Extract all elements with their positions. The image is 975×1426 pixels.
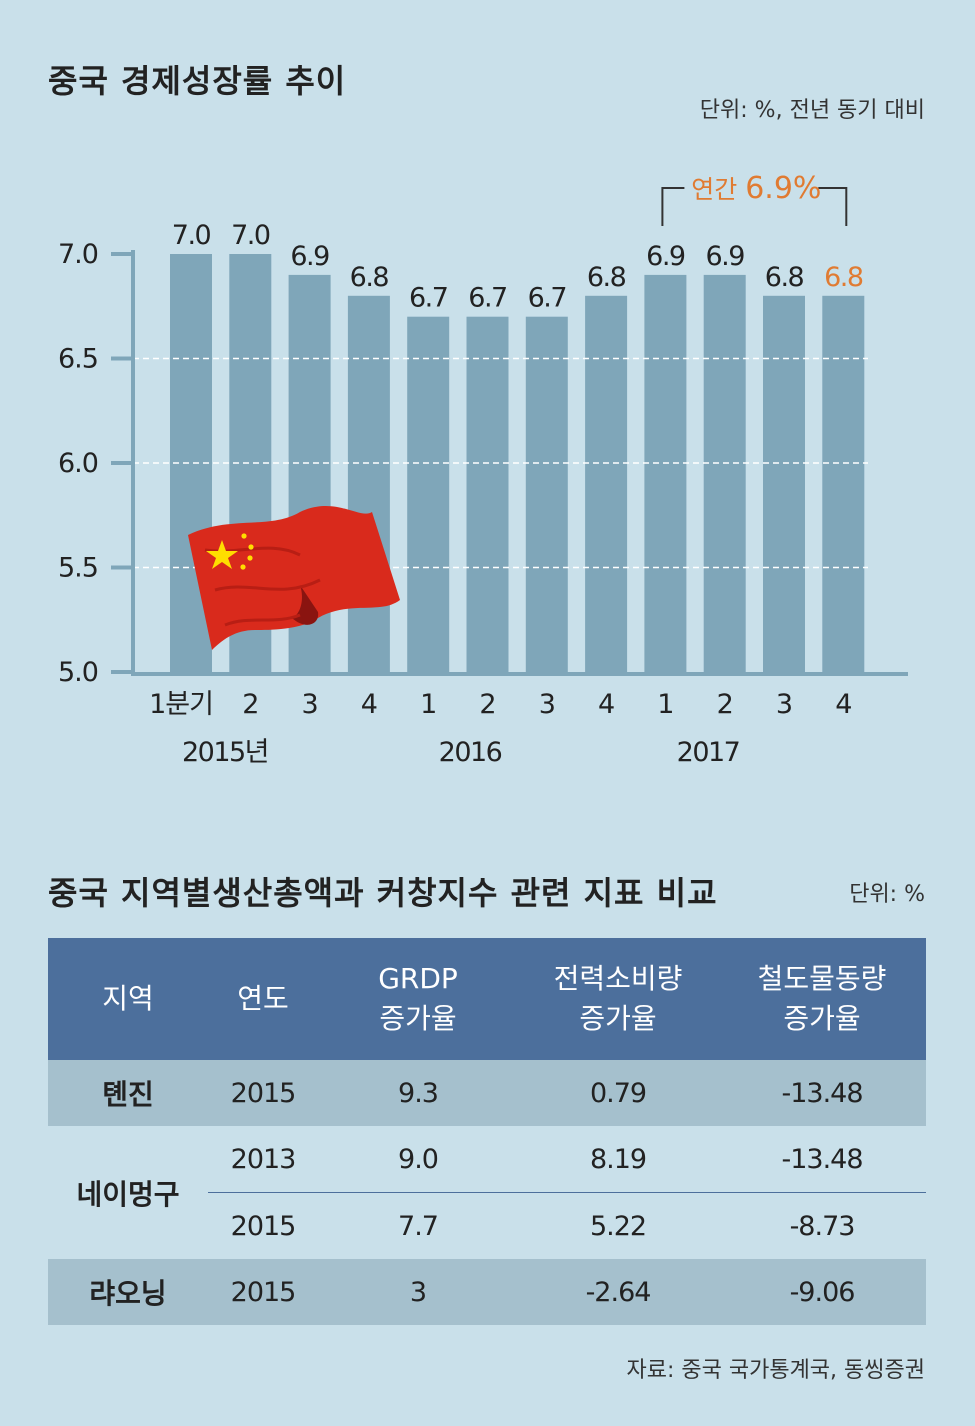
bar xyxy=(525,316,568,672)
power-cell: -2.64 xyxy=(518,1259,718,1325)
x-tick-label: 2 xyxy=(242,689,258,720)
annual-value: 6.9% xyxy=(745,171,821,206)
power-cell: 8.19 xyxy=(518,1126,718,1193)
x-tick-label: 3 xyxy=(539,689,555,720)
data-label: 6.8 xyxy=(587,262,626,293)
data-label: 6.8 xyxy=(824,262,863,293)
table-row: 톈진 2015 9.3 0.79 -13.48 xyxy=(48,1060,926,1126)
bar xyxy=(644,274,687,672)
header-region: 지역 xyxy=(48,938,208,1060)
rail-cell: -8.73 xyxy=(789,1210,856,1242)
bar xyxy=(703,274,746,672)
chart-unit: 단위: %, 전년 동기 대비 xyxy=(699,98,925,123)
bar xyxy=(347,295,390,672)
header-grdp: GRDP 증가율 xyxy=(318,938,518,1060)
indicator-comparison-table: 지역 연도 GRDP 증가율 전력소비량 증가율 철도물동량 증가율 톈진 2015 … xyxy=(48,938,926,1325)
header-year: 연도 xyxy=(208,938,318,1060)
y-tick-label: 6.0 xyxy=(58,448,98,479)
x-tick-label: 2 xyxy=(479,689,495,720)
region-cell: 랴오닝 xyxy=(48,1259,208,1325)
region-cell: 톈진 xyxy=(48,1060,208,1126)
x-tick-label: 1분기 xyxy=(149,689,213,720)
year-label: 2015년 xyxy=(182,737,268,768)
data-label: 6.7 xyxy=(528,283,566,314)
bar xyxy=(763,295,805,672)
rail-cell: -13.48 xyxy=(718,1126,926,1193)
growth-rate-bar-chart: 7.0 6.5 6.0 5.5 5.0 7.0 7.0 6.9 6.8 6.7 6.7 6.7 6.8 6… xyxy=(58,171,908,768)
power-cell: 0.79 xyxy=(518,1060,718,1126)
annual-prefix: 연간 xyxy=(691,175,745,204)
data-label: 6.8 xyxy=(350,262,389,293)
header-rail: 철도물동량 증가율 xyxy=(718,938,926,1060)
data-label: 7.0 xyxy=(231,220,270,251)
grdp-cell: 7.7 xyxy=(398,1210,439,1242)
table-title: 중국 지역별생산총액과 커창지수 관련 지표 비교 xyxy=(48,874,718,912)
table-row: 랴오닝 2015 3 -2.64 -9.06 xyxy=(48,1259,926,1325)
bar xyxy=(822,295,865,672)
bar xyxy=(466,316,509,672)
data-label: 7.0 xyxy=(172,220,211,251)
data-label: 6.9 xyxy=(646,241,685,272)
x-tick-label: 1 xyxy=(420,689,436,720)
data-label: 6.9 xyxy=(705,241,744,272)
x-tick-label: 4 xyxy=(835,689,851,720)
year-label: 2017 xyxy=(677,737,740,768)
table-unit: 단위: % xyxy=(849,882,925,907)
grdp-cell: 9.3 xyxy=(318,1060,518,1126)
china-flag-icon xyxy=(188,505,400,650)
data-label: 6.9 xyxy=(290,241,329,272)
grdp-cell: 9.0 xyxy=(318,1126,518,1193)
power-cell: 5.22 xyxy=(589,1210,647,1242)
bar xyxy=(585,295,628,672)
table-row: 2015 7.7 5.22 -8.73 xyxy=(48,1193,926,1260)
table-row: 네이멍구 2013 9.0 8.19 -13.48 xyxy=(48,1126,926,1211)
x-tick-label: 3 xyxy=(302,689,318,720)
grdp-cell: 3 xyxy=(318,1259,518,1325)
year-cell: 2015 xyxy=(208,1060,318,1126)
x-tick-label: 3 xyxy=(776,689,792,720)
year-label: 2016 xyxy=(439,737,502,768)
annual-bracket xyxy=(661,187,848,226)
year-cell: 2015 xyxy=(208,1259,318,1325)
table-header-row: 지역 연도 GRDP 증가율 전력소비량 증가율 철도물동량 증가율 xyxy=(48,938,926,1060)
header-power: 전력소비량 증가율 xyxy=(518,938,718,1060)
x-tick-label: 1 xyxy=(657,689,673,720)
year-cell: 2013 xyxy=(208,1126,318,1193)
data-label: 6.7 xyxy=(468,283,506,314)
data-label: 6.8 xyxy=(765,262,804,293)
source-note: 자료: 중국 국가통계국, 동씽증권 xyxy=(626,1358,925,1383)
y-tick-label: 6.5 xyxy=(58,344,98,375)
y-tick-label: 5.5 xyxy=(58,553,98,584)
rail-cell: -9.06 xyxy=(718,1259,926,1325)
region-cell: 네이멍구 xyxy=(76,1177,180,1211)
annual-label: 연간 6.9% xyxy=(691,171,821,206)
y-tick-label: 5.0 xyxy=(58,657,98,688)
rail-cell: -13.48 xyxy=(718,1060,926,1126)
x-tick-label: 4 xyxy=(598,689,614,720)
bar xyxy=(407,316,450,672)
y-tick-label: 7.0 xyxy=(58,239,98,270)
x-tick-label: 4 xyxy=(361,689,377,720)
x-tick-label: 2 xyxy=(717,689,733,720)
chart-title: 중국 경제성장률 추이 xyxy=(48,62,347,100)
data-label: 6.7 xyxy=(409,283,447,314)
year-cell: 2015 xyxy=(230,1210,297,1242)
